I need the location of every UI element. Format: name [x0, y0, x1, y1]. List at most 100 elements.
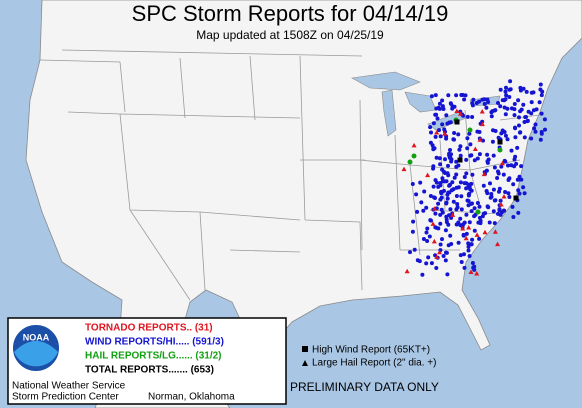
wind-report	[506, 191, 511, 196]
wind-report	[438, 183, 443, 188]
footer-office: National Weather Service	[12, 381, 126, 392]
great-lakes	[351, 71, 501, 137]
legend-entry: TOTAL REPORTS....... (653)	[85, 365, 214, 376]
wind-report	[524, 89, 529, 94]
noaa-logo: NOAA	[11, 323, 61, 373]
wind-report	[417, 259, 422, 264]
wind-report	[502, 105, 507, 110]
wind-report	[515, 177, 520, 182]
wind-report	[519, 164, 524, 169]
wind-report	[516, 98, 521, 103]
wind-report	[465, 114, 470, 119]
wind-report	[449, 188, 454, 193]
wind-report	[462, 252, 466, 257]
wind-report	[467, 220, 472, 225]
wind-report	[448, 182, 452, 187]
wind-report	[496, 135, 501, 140]
wind-report	[475, 156, 480, 161]
tornado-report	[479, 121, 485, 127]
wind-report	[533, 122, 538, 127]
wind-report	[522, 191, 527, 196]
wind-report	[428, 140, 433, 145]
wind-report	[470, 172, 475, 177]
wind-report	[491, 153, 496, 158]
wind-report	[462, 175, 467, 179]
wind-report	[431, 164, 436, 169]
tornado-report	[468, 269, 474, 275]
wind-report	[437, 101, 442, 106]
tornado-report	[458, 111, 464, 116]
wind-report	[454, 172, 459, 177]
wind-report	[429, 261, 434, 266]
wind-report	[481, 211, 486, 216]
key-label: High Wind Report (65KT+)	[312, 345, 430, 356]
tornado-report	[432, 206, 438, 211]
tornado-report	[454, 108, 460, 113]
wind-report	[498, 87, 503, 92]
wind-report	[506, 163, 510, 168]
legend-entry: HAIL REPORTS/LG...... (31/2)	[85, 351, 222, 362]
wind-report	[458, 253, 463, 258]
wind-report	[469, 209, 474, 214]
wind-report	[466, 193, 471, 198]
svg-text:NOAA: NOAA	[23, 332, 50, 342]
wind-report	[507, 87, 512, 92]
wind-report	[456, 132, 461, 137]
wind-report	[492, 221, 497, 226]
large-hail-symbol	[302, 360, 308, 366]
wind-report	[443, 258, 448, 263]
footer-center: Storm Prediction Center	[12, 392, 119, 403]
wind-report	[481, 183, 486, 188]
wind-report	[521, 86, 526, 91]
map-title: SPC Storm Reports for 04/14/19	[132, 1, 449, 26]
wind-report	[539, 111, 544, 116]
tornado-report	[460, 225, 466, 231]
wind-report	[427, 234, 432, 239]
wind-report	[438, 212, 443, 217]
tornado-report	[437, 249, 443, 255]
high-wind-report	[454, 119, 460, 125]
wind-report	[433, 134, 438, 139]
wind-report	[465, 136, 470, 141]
wind-report	[465, 198, 470, 203]
tornado-report	[479, 109, 485, 114]
wind-report	[469, 201, 474, 206]
state-borders	[39, 49, 541, 301]
wind-report	[439, 190, 443, 195]
tornado-report	[401, 166, 407, 172]
wind-report	[511, 182, 516, 187]
tornado-report	[404, 268, 410, 274]
preliminary-note: PRELIMINARY DATA ONLY	[290, 380, 439, 394]
wind-report	[539, 93, 544, 98]
tornado-report	[482, 229, 488, 235]
wind-report	[456, 240, 461, 245]
wind-report	[412, 247, 417, 252]
wind-report	[454, 222, 459, 227]
wind-report	[448, 233, 453, 238]
wind-report	[440, 122, 445, 127]
tornado-report	[499, 160, 505, 166]
wind-report	[507, 95, 512, 99]
wind-report	[458, 216, 463, 221]
wind-report	[446, 243, 451, 248]
wind-report	[421, 237, 426, 241]
wind-report	[515, 145, 520, 150]
legend-entry: TORNADO REPORTS.. (31)	[85, 323, 213, 334]
wind-report	[445, 196, 450, 201]
wind-report	[514, 161, 519, 166]
wind-report	[517, 123, 521, 128]
wind-report	[459, 207, 464, 212]
wind-report	[434, 155, 439, 160]
wind-report	[493, 108, 498, 113]
wind-report	[444, 220, 449, 225]
wind-report	[510, 204, 515, 209]
wind-report	[489, 192, 494, 196]
wind-report	[429, 94, 434, 99]
wind-report	[491, 187, 496, 192]
wind-report	[477, 99, 482, 104]
wind-report	[538, 87, 543, 92]
wind-report	[466, 241, 471, 246]
wind-report	[537, 100, 542, 105]
wind-report	[503, 89, 508, 94]
wind-report	[439, 195, 444, 200]
